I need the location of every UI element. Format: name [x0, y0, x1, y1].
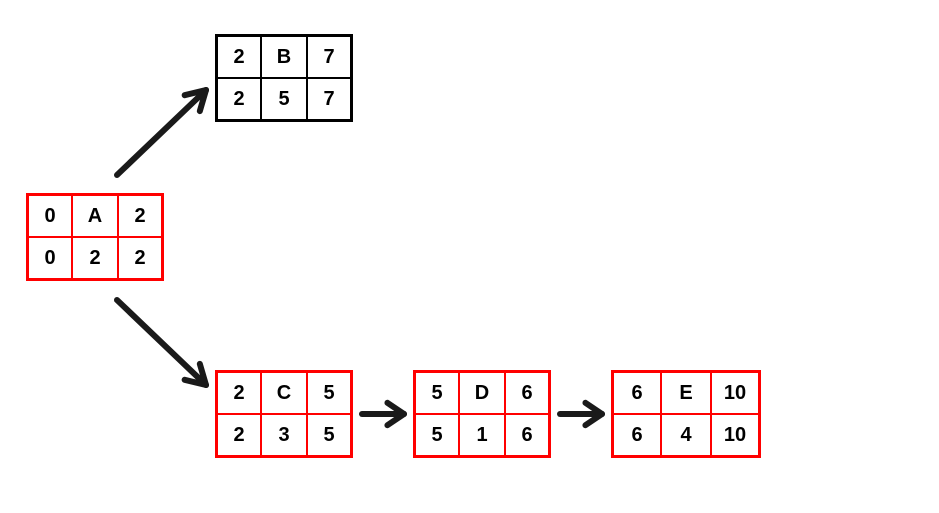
arrow-D-E [0, 0, 939, 513]
